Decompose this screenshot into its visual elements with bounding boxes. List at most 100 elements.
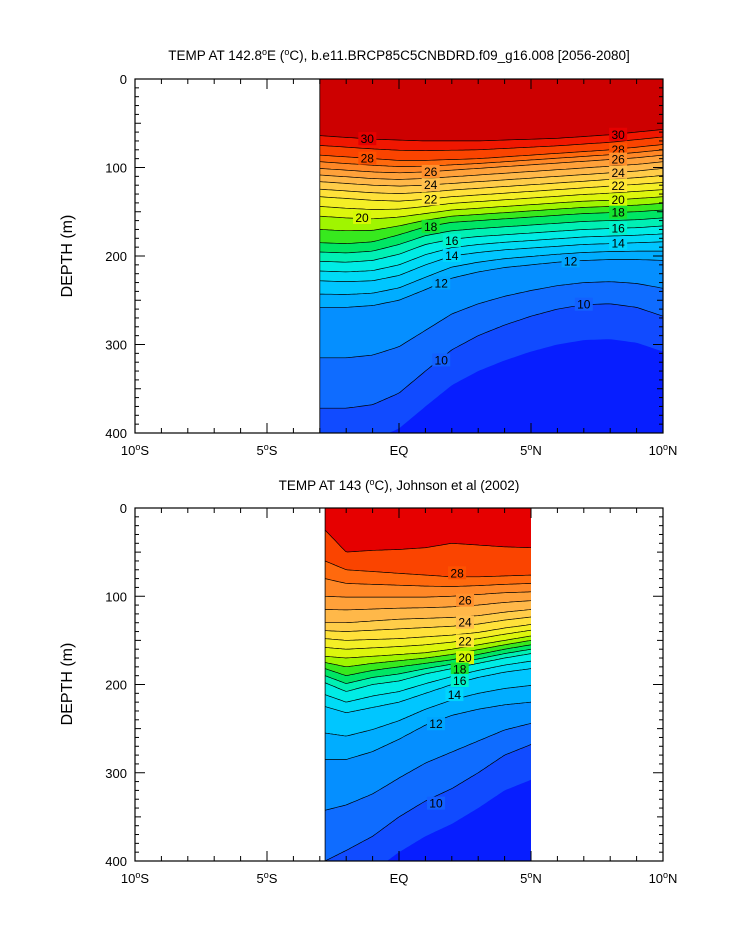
- top-contour-24: [319, 168, 663, 187]
- top-y-tick-label: 200: [105, 249, 127, 264]
- top-x-tick-label: 10oN: [649, 442, 678, 458]
- top-contour-23: [319, 175, 663, 194]
- bottom-contour-label-bg: [450, 662, 469, 676]
- bottom-panel: TEMP AT 143 (oC), Johnson et al (2002) 2…: [59, 477, 677, 886]
- top-contour-28: [319, 144, 663, 161]
- top-contour-labels: 30 30282826262424222220201818161614141212…: [353, 127, 628, 367]
- bottom-contour-25: [325, 600, 532, 611]
- top-contour-label-bg: [609, 165, 628, 179]
- bottom-contour-11: [325, 722, 532, 811]
- top-contour-label-bg: [609, 236, 628, 250]
- bottom-y-tick-label: 100: [105, 589, 127, 604]
- bottom-x-tick-label: 5oS: [257, 870, 278, 886]
- bottom-contour-18: [324, 644, 532, 676]
- top-contour-label-bg: [353, 210, 372, 224]
- top-contour-15: [319, 233, 663, 273]
- top-contour-label: 30: [361, 132, 375, 146]
- top-contour-label: 26: [424, 165, 438, 179]
- top-x-tick-label: EQ: [390, 443, 409, 458]
- top-x-tick-label: 5oS: [257, 442, 278, 458]
- top-contour-label: 18: [611, 206, 625, 220]
- top-contour-30: [319, 129, 663, 142]
- top-contour-22: [319, 182, 663, 202]
- bottom-x-tick-label: 10oS: [121, 870, 149, 886]
- top-y-tick-label: 0: [120, 72, 127, 87]
- bottom-band-deep: [325, 779, 531, 861]
- bottom-contour-label-bg: [456, 593, 474, 607]
- top-contour-label: 14: [445, 249, 459, 263]
- top-contour-label-bg: [358, 151, 377, 165]
- bottom-contour-label: 10: [429, 797, 443, 811]
- top-contour-label-bg: [421, 219, 440, 233]
- bottom-x-tick-label: 10oN: [649, 870, 678, 886]
- bottom-x-tick-label: EQ: [390, 871, 409, 886]
- bottom-contour-label-bg: [445, 688, 464, 702]
- bottom-contour-15: [324, 660, 532, 703]
- top-contour-label: 22: [424, 192, 438, 206]
- top-contour-label-bg: [609, 193, 628, 207]
- top-contour-label-bg: [609, 221, 628, 235]
- top-y-tick-label: 300: [105, 338, 127, 353]
- top-panel: TEMP AT 142.8oE (oC), b.e11.BRCP85C5CNBD…: [59, 47, 677, 458]
- top-contour-20: [319, 196, 663, 220]
- bottom-contour-29: [324, 529, 531, 553]
- bottom-contour-label-bg: [456, 615, 474, 629]
- bottom-contour-24: [325, 609, 532, 624]
- top-contour-18: [319, 209, 663, 244]
- top-y-tick-label: 400: [105, 426, 127, 441]
- bottom-contour-label-bg: [426, 717, 445, 731]
- bottom-contour-23: [325, 616, 532, 632]
- top-contour-label-bg: [432, 276, 451, 290]
- top-band-deep: [319, 339, 663, 433]
- bottom-contour-label: 26: [458, 594, 472, 608]
- bottom-contour-21: [325, 629, 532, 650]
- top-contour-12: [319, 259, 663, 308]
- bottom-contour-label-bg: [456, 634, 474, 648]
- bottom-contour-13: [325, 685, 532, 737]
- top-contour-10: [319, 303, 663, 409]
- top-contour-14: [319, 241, 663, 282]
- top-contour-label-bg: [574, 297, 593, 311]
- bottom-contour-label-bg: [456, 651, 474, 665]
- bottom-contour-20: [325, 635, 532, 659]
- top-x-tick-label: 10oS: [121, 442, 149, 458]
- top-contour-label-bg: [561, 254, 580, 268]
- bottom-contour-14: [325, 668, 532, 713]
- bottom-chart-title: TEMP AT 143 (oC), Johnson et al (2002): [279, 477, 520, 493]
- top-contour-label-bg: [609, 127, 628, 141]
- top-contour-label: 24: [611, 166, 625, 180]
- top-contour-19: [319, 202, 663, 232]
- bottom-contour-label-bg: [426, 796, 445, 810]
- top-contour-label-bg: [421, 178, 440, 192]
- top-contour-label: 30: [611, 128, 625, 142]
- bottom-contour-label: 12: [429, 717, 443, 731]
- bottom-contour-17: [324, 648, 532, 684]
- bottom-contour-label-bg: [450, 673, 469, 687]
- bottom-contour-label-bg: [448, 566, 467, 580]
- bottom-contour-26: [325, 591, 532, 598]
- top-x-tick-label: 5oN: [520, 442, 542, 458]
- bottom-contour-label: 20: [458, 651, 472, 665]
- bottom-contour-19: [325, 640, 532, 668]
- top-contour-27: [319, 149, 663, 167]
- top-contour-label-bg: [432, 353, 451, 367]
- top-contour-label: 28: [361, 152, 375, 166]
- top-y-axis-label: DEPTH (m): [59, 215, 76, 298]
- top-contour-label: 12: [564, 254, 578, 268]
- top-contour-26: [319, 154, 663, 174]
- top-contour-label-bg: [609, 152, 628, 166]
- top-contour-plot: [319, 79, 663, 433]
- top-contour-label-bg: [442, 249, 461, 262]
- bottom-contour-28: [324, 560, 531, 578]
- top-contour-label-bg: [609, 205, 628, 219]
- top-contour-label: 24: [424, 178, 438, 192]
- bottom-x-tick-label: 5oN: [520, 870, 542, 886]
- top-contour-13: [319, 250, 663, 295]
- top-contour-label: 12: [435, 276, 449, 290]
- bottom-contour-label: 18: [453, 662, 467, 676]
- top-contour-label: 10: [435, 353, 449, 367]
